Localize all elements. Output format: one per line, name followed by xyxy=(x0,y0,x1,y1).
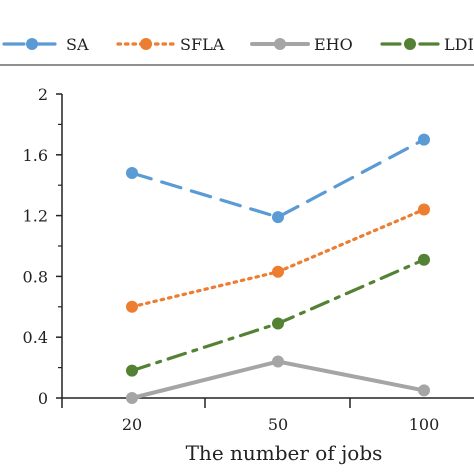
data-point xyxy=(126,300,138,313)
legend-label: SFLA xyxy=(180,35,225,54)
legend-marker xyxy=(274,38,286,50)
data-point xyxy=(272,317,284,330)
y-tick-label: 1.2 xyxy=(23,207,48,226)
y-tick-label: 2 xyxy=(38,85,48,104)
x-axis-title: The number of jobs xyxy=(186,441,383,465)
data-point xyxy=(272,265,284,278)
x-tick-label: 20 xyxy=(122,415,142,434)
legend-item-sfla: SFLA xyxy=(116,35,225,54)
data-point xyxy=(126,167,138,179)
data-point xyxy=(272,211,284,224)
y-tick-label: 0 xyxy=(38,389,48,408)
series-sa xyxy=(126,133,430,224)
legend-label: EHO xyxy=(314,35,353,54)
data-point xyxy=(272,355,284,368)
series-layer xyxy=(126,133,430,404)
series-ldi xyxy=(126,253,430,377)
legend-item-ldi: LDI xyxy=(380,35,474,54)
legend-label: LDI xyxy=(444,35,474,54)
y-tick-label: 0.4 xyxy=(23,328,48,347)
data-point xyxy=(418,384,430,397)
data-point xyxy=(126,392,138,404)
legend-marker xyxy=(140,38,152,50)
series-line xyxy=(130,138,426,219)
x-tick-label: 100 xyxy=(409,415,440,434)
y-tick-label: 0.8 xyxy=(23,267,48,286)
legend-item-eho: EHO xyxy=(250,35,353,54)
series-eho xyxy=(126,355,430,404)
data-point xyxy=(126,364,138,377)
legend-marker xyxy=(26,38,38,50)
data-point xyxy=(418,203,430,216)
x-tick-label: 50 xyxy=(268,415,288,434)
series-sfla xyxy=(126,203,430,313)
axes: 0 0.4 0.8 1.2 1.6 2 20 50 100 xyxy=(23,85,474,434)
legend: SA SFLA EHO LDI xyxy=(0,35,474,66)
legend-label: SA xyxy=(66,35,89,54)
y-tick-label: 1.6 xyxy=(23,146,48,165)
legend-item-sa: SA xyxy=(2,35,89,54)
data-point xyxy=(418,133,430,146)
legend-marker xyxy=(404,38,416,50)
series-line xyxy=(130,207,426,309)
data-point xyxy=(418,253,430,266)
